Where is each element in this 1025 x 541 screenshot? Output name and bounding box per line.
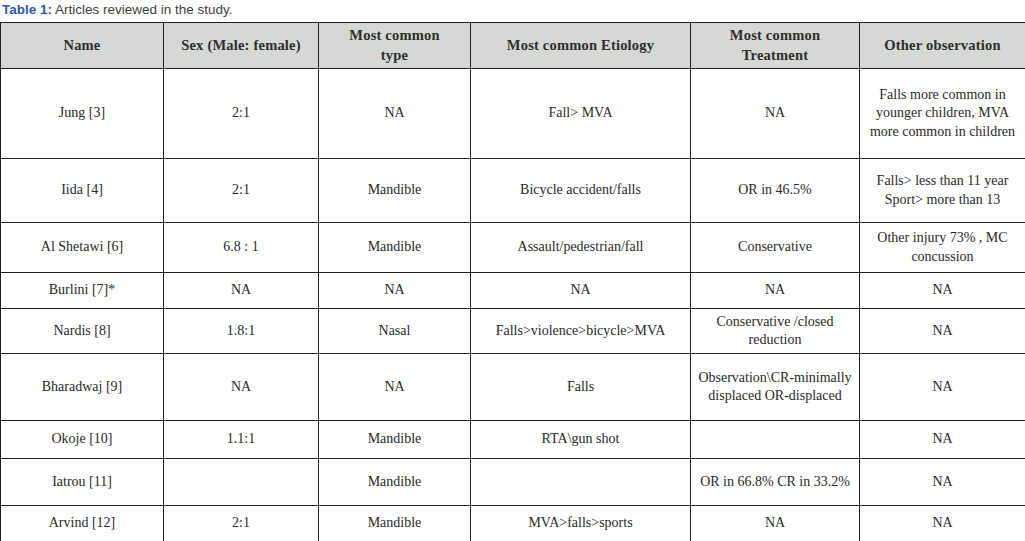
table-cell: NA (691, 506, 860, 541)
table-row: Nardis [8]1.8:1NasalFalls>violence>bicyc… (1, 309, 1025, 354)
table-cell: Jung [3] (1, 69, 164, 159)
table-cell: Iatrou [11] (1, 459, 164, 506)
table-cell: Falls more common in younger children, M… (860, 69, 1025, 159)
table-header: NameSex (Male: female)Most commontypeMos… (1, 23, 1025, 69)
table-cell: Falls (471, 354, 691, 421)
table-cell: Mandible (319, 223, 471, 273)
table-cell: Observation\CR-minimally displaced OR-di… (691, 354, 860, 421)
column-header: Most commontype (319, 23, 471, 69)
table-cell: Assault/pedestrian/fall (471, 223, 691, 273)
table-cell: Okoje [10] (1, 421, 164, 459)
table-cell (471, 459, 691, 506)
column-header: Most commonTreatment (691, 23, 860, 69)
table-body: Jung [3]2:1NAFall> MVANAFalls more commo… (1, 69, 1025, 541)
table-cell (164, 459, 319, 506)
table-cell: NA (319, 354, 471, 421)
table-caption-label: Table 1: (2, 2, 52, 17)
table-cell: Conservative /closed reduction (691, 309, 860, 354)
table-cell: NA (164, 354, 319, 421)
table-cell: NA (860, 459, 1025, 506)
table-cell: Arvind [12] (1, 506, 164, 541)
table-cell: 1.8:1 (164, 309, 319, 354)
table-cell: Falls>violence>bicycle>MVA (471, 309, 691, 354)
table-cell: 2:1 (164, 69, 319, 159)
table-row: Bharadwaj [9]NANAFallsObservation\CR-min… (1, 354, 1025, 421)
table-cell: NA (691, 69, 860, 159)
table-cell: NA (860, 273, 1025, 309)
table-cell: Mandible (319, 459, 471, 506)
table-cell: Nasal (319, 309, 471, 354)
table-row: Jung [3]2:1NAFall> MVANAFalls more commo… (1, 69, 1025, 159)
table-header-row: NameSex (Male: female)Most commontypeMos… (1, 23, 1025, 69)
table-cell: NA (319, 69, 471, 159)
table-cell: Burlini [7]* (1, 273, 164, 309)
table-cell: MVA>falls>sports (471, 506, 691, 541)
column-header: Name (1, 23, 164, 69)
column-header: Most common Etiology (471, 23, 691, 69)
table-cell: NA (860, 309, 1025, 354)
table-cell: NA (860, 421, 1025, 459)
table-cell: RTA\gun shot (471, 421, 691, 459)
table-cell: Bharadwaj [9] (1, 354, 164, 421)
table-cell: NA (860, 506, 1025, 541)
table-cell: 6.8 : 1 (164, 223, 319, 273)
table-row: Iatrou [11] Mandible OR in 66.8% CR in 33.… (1, 459, 1025, 506)
table-cell: Mandible (319, 159, 471, 223)
table-cell: Nardis [8] (1, 309, 164, 354)
table-cell: 1.1:1 (164, 421, 319, 459)
table-caption-text: Articles reviewed in the study. (52, 2, 233, 17)
table-cell: NA (860, 354, 1025, 421)
table-row: Burlini [7]*NANANANANA (1, 273, 1025, 309)
table-cell: Bicycle accident/falls (471, 159, 691, 223)
table-cell: OR in 46.5% (691, 159, 860, 223)
table-cell: OR in 66.8% CR in 33.2% (691, 459, 860, 506)
document-page: Table 1: Articles reviewed in the study.… (0, 0, 1025, 541)
table-cell: Iida [4] (1, 159, 164, 223)
table-cell: Other injury 73% , MC concussion (860, 223, 1025, 273)
table-cell: NA (471, 273, 691, 309)
table-caption: Table 1: Articles reviewed in the study. (0, 0, 1025, 22)
table-cell: NA (691, 273, 860, 309)
column-header: Other observation (860, 23, 1025, 69)
table-cell (691, 421, 860, 459)
table-cell: Mandible (319, 506, 471, 541)
table-cell: Fall> MVA (471, 69, 691, 159)
table-cell: Conservative (691, 223, 860, 273)
table-row: Al Shetawi [6]6.8 : 1MandibleAssault/ped… (1, 223, 1025, 273)
table-cell: NA (164, 273, 319, 309)
table-cell: Al Shetawi [6] (1, 223, 164, 273)
articles-table: NameSex (Male: female)Most commontypeMos… (0, 22, 1025, 541)
table-row: Iida [4]2:1MandibleBicycle accident/fall… (1, 159, 1025, 223)
table-cell: 2:1 (164, 159, 319, 223)
column-header: Sex (Male: female) (164, 23, 319, 69)
table-cell: Falls> less than 11 year Sport> more tha… (860, 159, 1025, 223)
table-cell: NA (319, 273, 471, 309)
table-row: Arvind [12]2:1MandibleMVA>falls>sportsNA… (1, 506, 1025, 541)
table-row: Okoje [10]1.1:1MandibleRTA\gun shot NA (1, 421, 1025, 459)
table-cell: Mandible (319, 421, 471, 459)
table-cell: 2:1 (164, 506, 319, 541)
